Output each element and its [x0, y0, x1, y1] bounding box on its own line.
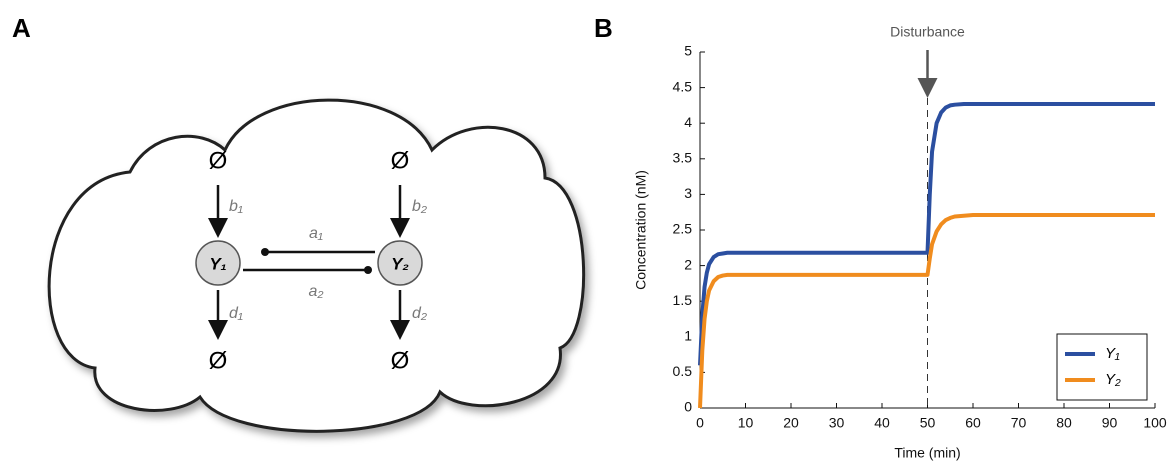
x-tick-label: 90 — [1102, 415, 1118, 431]
source: Ø — [209, 147, 228, 174]
rate-label: b₁ — [229, 198, 243, 215]
node-label: Y₁ — [209, 254, 226, 273]
y-tick-label: 4 — [684, 114, 692, 130]
y-tick-label: 3 — [684, 185, 692, 201]
series-line — [698, 213, 1155, 409]
legend-label: Y₁ — [1105, 345, 1120, 362]
sink: Ø — [391, 347, 410, 374]
inhibition-end — [261, 248, 269, 256]
y-tick-label: 4.5 — [673, 78, 693, 94]
y-tick-label: 3.5 — [673, 150, 693, 166]
y-tick-label: 5 — [684, 43, 692, 59]
legend-label: Y₂ — [1105, 371, 1121, 388]
source: Ø — [391, 147, 410, 174]
x-tick-label: 100 — [1143, 415, 1167, 431]
x-tick-label: 40 — [874, 415, 890, 431]
diagram: Ø Ø Ø Ø Y₁ Y₂ b₁ b₂ d₁ d₂ a₁ a₂ — [47, 98, 586, 433]
cloud — [47, 98, 586, 433]
panel-label: B — [594, 13, 613, 43]
y-tick-label: 2 — [684, 256, 692, 272]
x-tick-label: 60 — [965, 415, 981, 431]
x-tick-label: 30 — [829, 415, 845, 431]
rate-label: a₁ — [309, 225, 323, 242]
node — [377, 240, 423, 286]
annotation: Disturbance — [890, 24, 965, 40]
y-tick-label: 0.5 — [673, 363, 693, 379]
x-tick-label: 50 — [920, 415, 936, 431]
sink: Ø — [209, 347, 228, 374]
inhibition-end — [364, 266, 372, 274]
x-tick-label: 70 — [1011, 415, 1027, 431]
node-label: Y₂ — [391, 254, 409, 273]
node — [195, 240, 241, 286]
x-tick-label: 80 — [1056, 415, 1072, 431]
y-axis-label: Concentration (nM) — [633, 170, 649, 290]
series-line — [698, 101, 1155, 366]
rate-label: a₂ — [309, 283, 324, 300]
panel-label: A — [12, 13, 31, 43]
rate-label: d₂ — [412, 305, 427, 322]
y-tick-label: 1.5 — [673, 292, 693, 308]
y-tick-label: 2.5 — [673, 221, 693, 237]
x-tick-label: 20 — [783, 415, 799, 431]
x-tick-label: 0 — [696, 415, 704, 431]
x-axis-label: Time (min) — [894, 445, 960, 461]
rate-label: b₂ — [412, 198, 427, 215]
chart: 00.511.522.533.544.550 10 20 30 40 50 60 70 80 90… — [633, 24, 1167, 461]
x-tick-label: 10 — [738, 415, 754, 431]
y-tick-label: 1 — [684, 328, 692, 344]
rate-label: d₁ — [229, 305, 243, 322]
y-tick-label: 0 — [684, 399, 692, 415]
legend — [1056, 333, 1148, 401]
